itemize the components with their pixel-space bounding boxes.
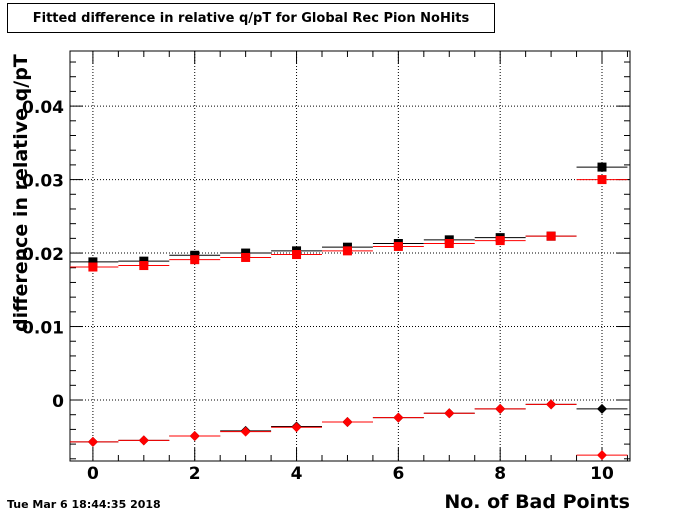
data-point: [597, 162, 607, 172]
data-point: [241, 252, 251, 262]
y-tick-label: 0.03: [22, 172, 64, 192]
plot-border: [69, 50, 631, 462]
series-1: [70, 175, 628, 272]
data-point: [291, 422, 302, 433]
y-tick-label: 0.01: [22, 319, 64, 339]
data-point: [597, 450, 607, 461]
data-point: [495, 236, 505, 246]
y-tick-label: 0: [52, 392, 64, 412]
data-point: [87, 436, 98, 447]
data-point: [292, 250, 302, 260]
tick-labels: 0 2 4 6 8 10 0 0.01 0.02 0.03 0.04: [22, 98, 614, 484]
data-point: [342, 417, 353, 428]
y-tick-label: 0.04: [22, 98, 64, 118]
chart-title-box: Fitted difference in relative q/pT for G…: [7, 3, 495, 33]
data-point: [190, 255, 200, 265]
data-point: [444, 239, 454, 249]
data-series: [70, 162, 628, 461]
data-point: [139, 261, 149, 271]
x-tick-label: 8: [494, 464, 506, 484]
grid: [70, 51, 630, 461]
x-tick-label: 6: [392, 464, 404, 484]
x-tick-label: 0: [87, 464, 99, 484]
data-point: [342, 246, 352, 256]
data-point: [597, 403, 607, 414]
data-point: [546, 399, 557, 410]
x-tick-label: 10: [590, 464, 614, 484]
data-point: [393, 241, 403, 251]
y-axis-label: difference in relative q/pT: [10, 54, 32, 332]
chart-title: Fitted difference in relative q/pT for G…: [32, 10, 470, 26]
data-point: [240, 426, 251, 437]
axis-ticks: [70, 51, 630, 461]
data-point: [138, 435, 149, 446]
timestamp: Tue Mar 6 18:44:35 2018: [7, 498, 161, 511]
data-point: [88, 257, 98, 267]
data-point: [495, 403, 506, 414]
plot-frame: [69, 50, 631, 462]
data-point: [444, 408, 455, 419]
x-tick-label: 2: [189, 464, 201, 484]
x-tick-label: 4: [291, 464, 303, 484]
data-point: [88, 262, 98, 272]
series-3: [70, 399, 628, 461]
y-tick-label: 0.02: [22, 245, 64, 265]
data-point: [546, 231, 556, 241]
x-axis-label: No. of Bad Points: [444, 491, 630, 513]
data-point: [189, 431, 200, 442]
data-point: [597, 175, 607, 185]
data-point: [393, 412, 404, 423]
